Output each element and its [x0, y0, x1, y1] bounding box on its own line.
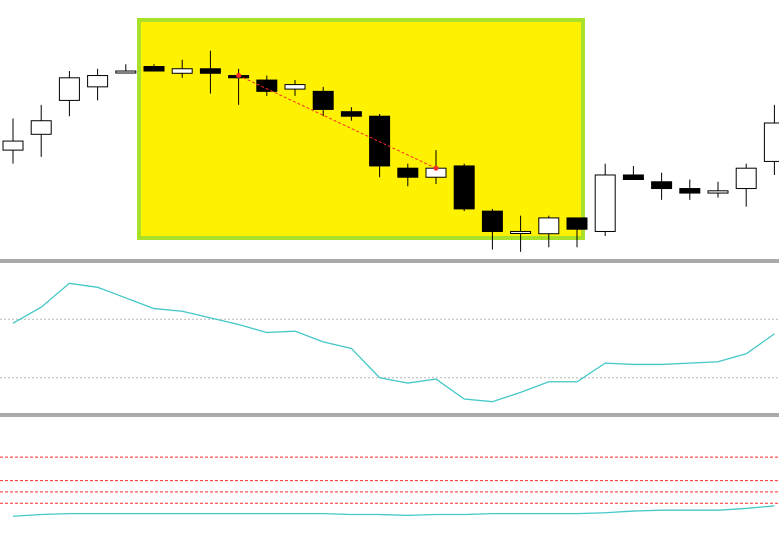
trendline-anchor-start [236, 73, 242, 79]
candle-body [2, 140, 24, 151]
candle-body [397, 167, 419, 178]
candle-body [312, 90, 334, 110]
candle-body [622, 174, 644, 180]
candle-body [115, 70, 137, 74]
trendline-anchor-end [433, 165, 439, 171]
candle-body [199, 68, 221, 74]
candle-body [679, 188, 701, 194]
oscillator-2-line [12, 505, 775, 517]
candle-body [763, 122, 779, 162]
candle-body [256, 79, 278, 92]
candle-body [453, 165, 475, 210]
candle-body [538, 217, 560, 235]
candle-body [735, 167, 757, 190]
trendline [238, 75, 437, 169]
candle-body [30, 120, 52, 135]
candle-body [369, 115, 391, 167]
candle-body [171, 68, 193, 74]
candle-body [707, 190, 729, 194]
candle-body [87, 75, 109, 88]
candle-body [284, 84, 306, 90]
candle-body [481, 210, 503, 232]
candle-body [143, 66, 165, 72]
highlight-zone [137, 18, 585, 240]
candle-body [510, 230, 532, 234]
oscillator-1-line [12, 282, 775, 403]
candle-body [340, 111, 362, 117]
candle-body [651, 181, 673, 190]
candle-body [594, 174, 616, 232]
candle-body [566, 217, 588, 230]
candle-body [58, 77, 80, 101]
